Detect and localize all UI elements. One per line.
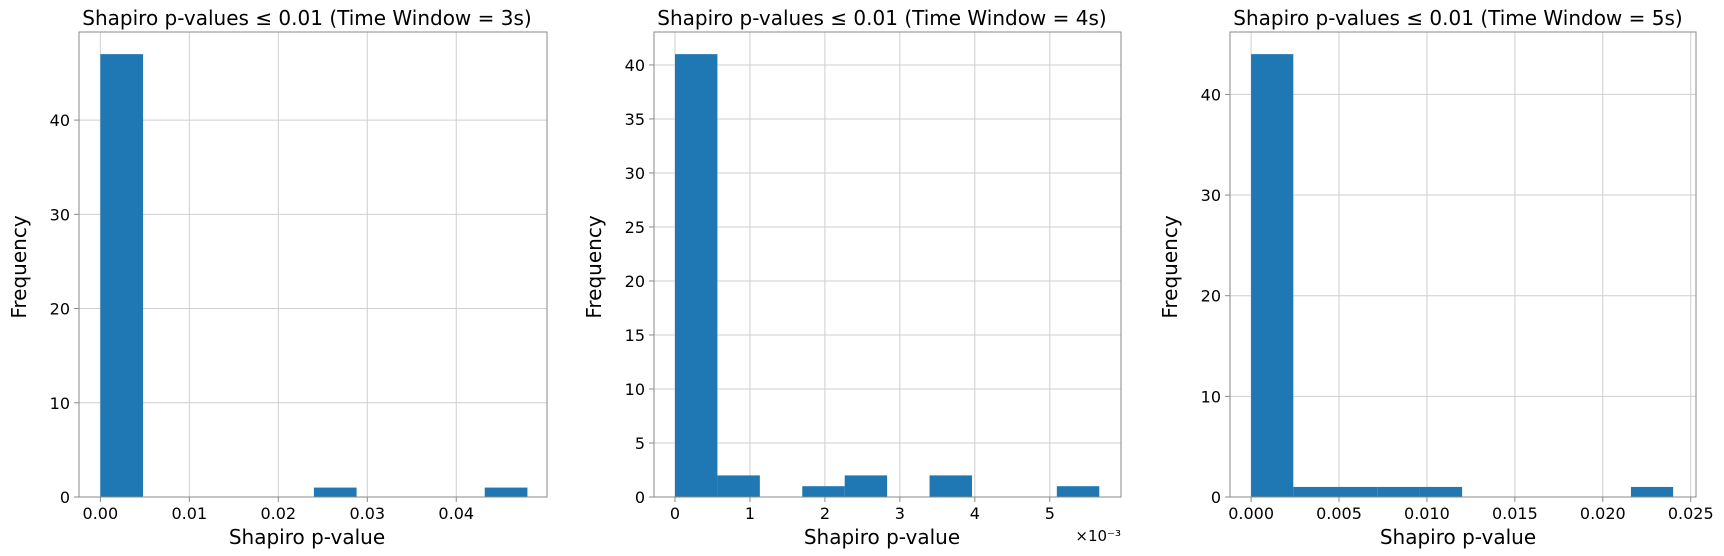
- y-tick-label: 35: [625, 110, 645, 129]
- plot-frame: [1229, 31, 1697, 498]
- y-tick-label: 10: [625, 380, 645, 399]
- histogram-panel-5s: Shapiro p-values ≤ 0.01 (Time Window = 5…: [1158, 6, 1714, 549]
- grid-lines: [654, 32, 1121, 498]
- histogram-bar: [1630, 486, 1674, 497]
- y-tick-label: 5: [635, 434, 645, 453]
- histogram-bar: [1251, 54, 1294, 498]
- x-tick-label: 0.015: [1492, 504, 1538, 523]
- chart-title: Shapiro p-values ≤ 0.01 (Time Window = 3…: [82, 6, 531, 30]
- y-tick-label: 0: [1211, 488, 1221, 507]
- histogram-bar: [844, 475, 888, 497]
- histogram-panel-4s: Shapiro p-values ≤ 0.01 (Time Window = 4…: [582, 6, 1122, 549]
- y-tick-label: 20: [625, 272, 645, 291]
- x-axis-label: Shapiro p-value: [1380, 525, 1536, 549]
- y-tick-label: 20: [1201, 287, 1221, 306]
- x-tick-label: 0.03: [349, 504, 385, 523]
- histogram-bar: [1293, 486, 1336, 497]
- histogram-bar: [484, 487, 528, 497]
- histogram-bars: [674, 54, 1100, 498]
- histogram-bar: [313, 487, 357, 497]
- y-tick-label: 40: [625, 56, 645, 75]
- y-tick-label: 40: [50, 111, 70, 130]
- y-tick-label: 30: [1201, 186, 1221, 205]
- x-tick-label: 0.020: [1580, 504, 1626, 523]
- y-tick-label: 0: [60, 488, 70, 507]
- x-tick-label: 0.025: [1668, 504, 1714, 523]
- axis-ticks: 0 1 2 3 4 5 0 5 10 15 20 25 30 35 40: [625, 56, 1055, 523]
- histogram-bar: [1335, 486, 1378, 497]
- y-tick-label: 40: [1201, 85, 1221, 104]
- y-tick-label: 0: [635, 488, 645, 507]
- x-axis-label: Shapiro p-value: [229, 525, 385, 549]
- grid-lines: [79, 32, 547, 498]
- histogram-bar: [717, 475, 760, 497]
- x-tick-label: 5: [1045, 504, 1055, 523]
- plot-frame: [653, 31, 1122, 498]
- y-axis-label: Frequency: [582, 215, 606, 318]
- y-tick-label: 30: [50, 205, 70, 224]
- x-tick-label: 3: [895, 504, 905, 523]
- y-tick-label: 10: [50, 394, 70, 413]
- x-tick-label: 0.00: [83, 504, 119, 523]
- x-tick-label: 0.04: [438, 504, 474, 523]
- y-tick-label: 30: [625, 164, 645, 183]
- y-tick-label: 20: [50, 300, 70, 319]
- y-axis-label: Frequency: [7, 215, 31, 318]
- y-tick-label: 10: [1201, 387, 1221, 406]
- y-axis-label: Frequency: [1158, 215, 1182, 318]
- plot-frame: [78, 31, 548, 498]
- y-tick-label: 15: [625, 326, 645, 345]
- chart-title: Shapiro p-values ≤ 0.01 (Time Window = 4…: [657, 6, 1106, 30]
- histogram-bar: [674, 54, 718, 498]
- x-tick-label: 0.005: [1316, 504, 1362, 523]
- x-tick-label: 0.01: [172, 504, 208, 523]
- y-tick-label: 25: [625, 218, 645, 237]
- x-tick-label: 0.010: [1404, 504, 1450, 523]
- histogram-bars: [1251, 54, 1674, 498]
- axis-ticks: 0.00 0.01 0.02 0.03 0.04 0 10 20 30 40: [50, 111, 474, 523]
- axis-ticks: 0.000 0.005 0.010 0.015 0.020 0.025 0 10 20 30 40: [1201, 85, 1714, 523]
- histogram-bar: [1419, 486, 1463, 497]
- chart-title: Shapiro p-values ≤ 0.01 (Time Window = 5…: [1233, 6, 1682, 30]
- x-tick-label: 4: [970, 504, 980, 523]
- x-tick-label: 2: [820, 504, 830, 523]
- histogram-bar: [802, 486, 845, 497]
- x-tick-label: 0: [670, 504, 680, 523]
- histogram-panel-3s: Shapiro p-values ≤ 0.01 (Time Window = 3…: [7, 6, 548, 549]
- histogram-bar: [100, 54, 144, 498]
- x-axis-offset-label: ×10⁻³: [1075, 527, 1121, 545]
- x-tick-label: 0.000: [1228, 504, 1274, 523]
- histogram-bars: [100, 54, 528, 498]
- histogram-bar: [1377, 486, 1420, 497]
- x-axis-label: Shapiro p-value: [804, 525, 960, 549]
- x-tick-label: 0.02: [260, 504, 296, 523]
- x-tick-label: 1: [745, 504, 755, 523]
- grid-lines: [1230, 32, 1696, 498]
- histogram-bar: [1056, 486, 1100, 497]
- histogram-bar: [929, 475, 972, 497]
